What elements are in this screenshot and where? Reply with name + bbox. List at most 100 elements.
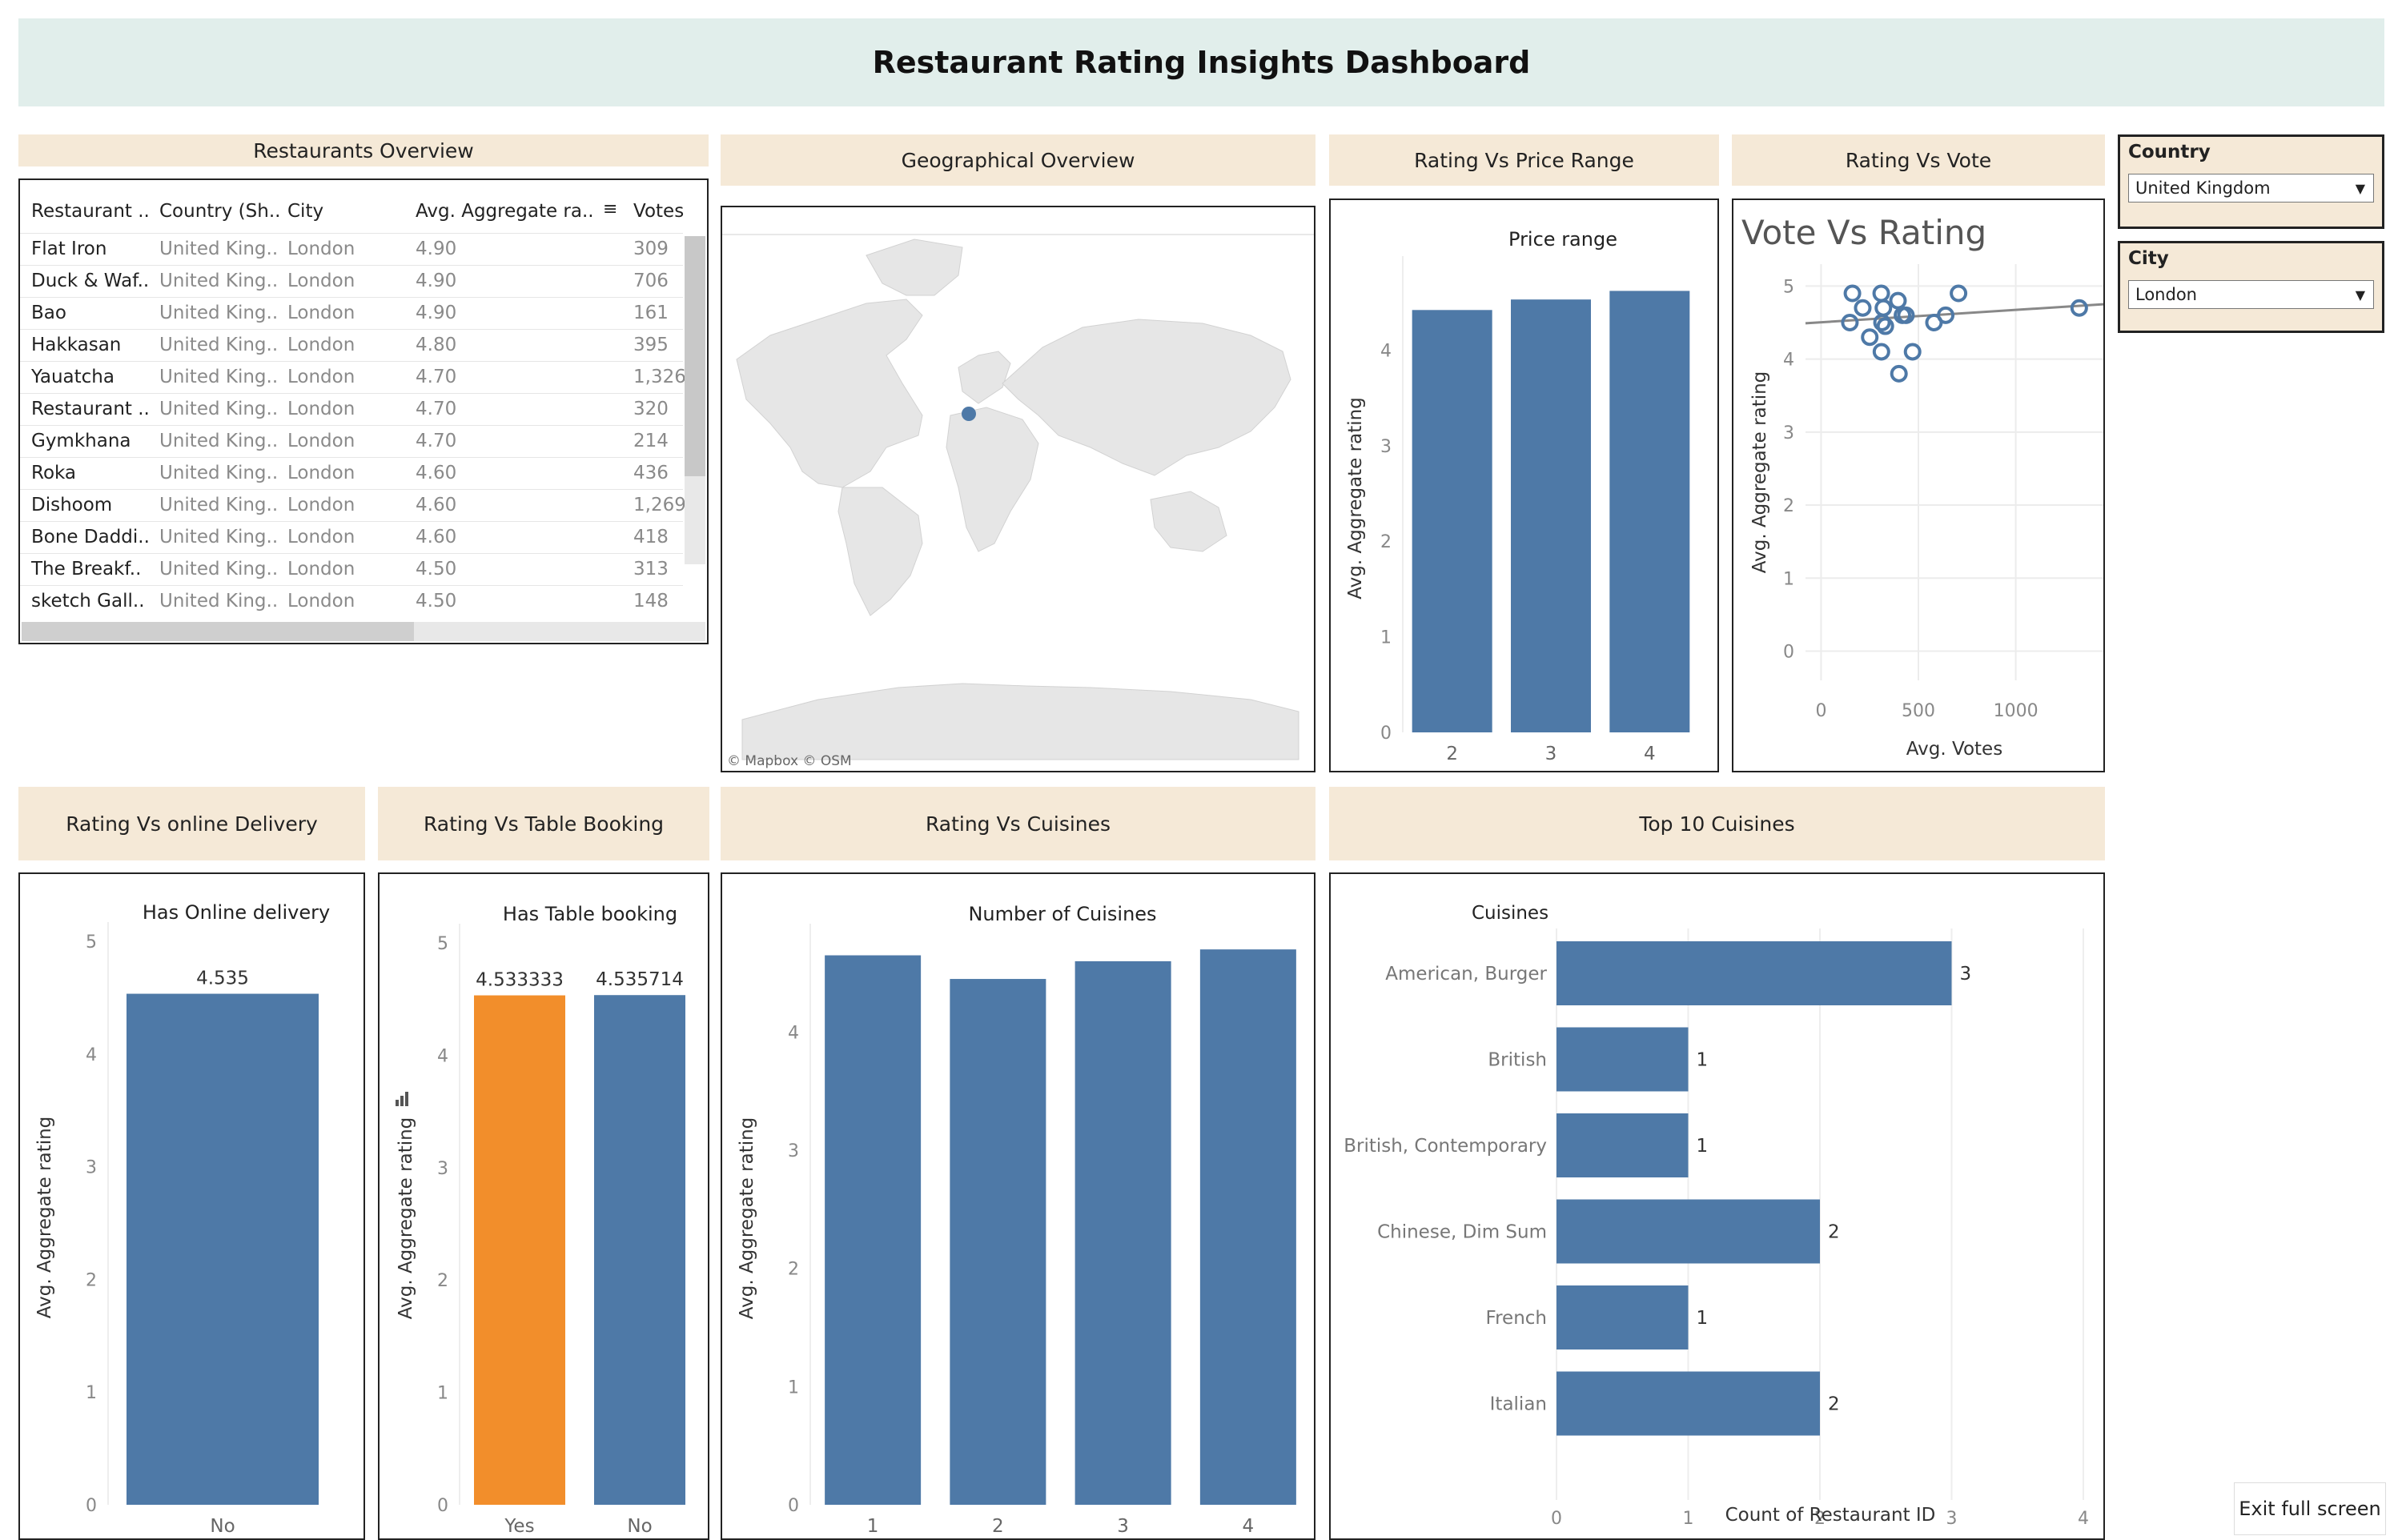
scatter-point	[1889, 291, 1907, 310]
scatter-point	[1876, 317, 1894, 335]
exit-full-screen-button[interactable]: Exit full screen	[2234, 1482, 2386, 1535]
cell-city: London	[287, 271, 355, 291]
x-tick-label: 3	[1545, 744, 1557, 764]
category-label: British, Contemporary	[1344, 1136, 1547, 1157]
online-delivery-chart-svg: Has Online delivery 0 1 2 3 4 5 Avg. Aggregate …	[34, 901, 330, 1537]
scatter-point	[1874, 299, 1893, 317]
column-header-votes[interactable]: Votes	[633, 201, 685, 222]
scatter-point	[1854, 299, 1872, 317]
cell-rating: 4.90	[416, 271, 457, 291]
country-select[interactable]: United Kingdom ▼	[2128, 174, 2374, 203]
x-tick-label: 2	[1814, 1509, 1826, 1529]
bar-3	[1511, 299, 1591, 732]
cell-restaurant: Flat Iron	[31, 239, 107, 259]
scatter-point	[1872, 284, 1890, 303]
category-label: French	[1486, 1308, 1547, 1329]
x-tick-label: 0	[1815, 701, 1826, 721]
cell-restaurant: Gymkhana	[31, 431, 131, 451]
bar-cuisine	[1556, 1371, 1820, 1436]
table-row[interactable]: Dishoom United King.. London 4.60 1,269	[20, 489, 686, 522]
cell-country: United King..	[159, 495, 279, 515]
x-tick-label: 2	[992, 1516, 1004, 1537]
cell-restaurant: Roka	[31, 463, 77, 483]
map-canvas[interactable]: © Mapbox © OSM	[722, 207, 1314, 771]
bar-cuisine	[1556, 1027, 1689, 1092]
chart-title: Vote Vs Rating	[1741, 213, 1986, 252]
y-tick-label: 4	[437, 1046, 448, 1066]
column-header-restaurant[interactable]: Restaurant ..	[31, 201, 150, 222]
vote-rating-chart: Vote Vs Rating 0 1 2 3 4 5 0 500 1000 Avg. Votes Av…	[1732, 199, 2105, 772]
cell-country: United King..	[159, 527, 279, 547]
x-tick-label: 3	[1117, 1516, 1129, 1537]
y-tick-label: 3	[788, 1141, 799, 1161]
vertical-scrollbar-thumb[interactable]	[685, 236, 705, 476]
map-landmasses	[736, 239, 1299, 760]
chevron-down-icon: ▼	[2355, 287, 2365, 303]
x-tick-label: 1	[1683, 1509, 1694, 1529]
data-label: 4.533333	[476, 970, 564, 991]
table-row[interactable]: Flat Iron United King.. London 4.90 309	[20, 233, 683, 266]
table-row[interactable]: Bao United King.. London 4.90 161	[20, 297, 683, 330]
cell-restaurant: Bao	[31, 303, 66, 323]
top-cuisines-chart-svg: Cuisines 0 1 2 3 4 American, Burger 3 British 1 Br…	[1344, 903, 2089, 1529]
table-row[interactable]: Yauatcha United King.. London 4.70 1,326	[20, 361, 686, 394]
y-tick-label: 1	[1783, 569, 1794, 589]
table-row[interactable]: Duck & Waf.. United King.. London 4.90 706	[20, 265, 683, 298]
geo-map[interactable]: © Mapbox © OSM	[721, 206, 1315, 772]
data-label: 2	[1828, 1222, 1840, 1243]
bar-1	[825, 955, 922, 1505]
map-attribution[interactable]: © Mapbox © OSM	[727, 753, 852, 769]
table-row[interactable]: The Breakf.. United King.. London 4.50 313	[20, 553, 683, 586]
y-tick-label: 4	[788, 1023, 799, 1043]
cell-city: London	[287, 367, 355, 387]
cell-votes: 395	[633, 335, 669, 355]
x-tick-label: 0	[1551, 1509, 1562, 1529]
sort-icon[interactable]: ≡	[603, 199, 618, 219]
x-tick-label: 4	[1243, 1516, 1255, 1537]
x-tick-label: Yes	[504, 1516, 534, 1537]
cell-rating: 4.90	[416, 239, 457, 259]
table-row[interactable]: Restaurant .. United King.. London 4.70 320	[20, 393, 683, 426]
column-header-country[interactable]: Country (Sh..	[159, 201, 279, 222]
column-header-city[interactable]: City	[287, 201, 324, 222]
table-row[interactable]: Gymkhana United King.. London 4.70 214	[20, 425, 683, 458]
bar-chart-icon	[396, 1092, 408, 1106]
y-tick-label: 5	[437, 934, 448, 954]
country-filter-label: Country	[2128, 142, 2211, 162]
x-tick-label: 500	[1902, 701, 1935, 721]
table-row[interactable]: sketch Gall.. United King.. London 4.50 148	[20, 585, 683, 618]
scatter-point	[1890, 364, 1908, 383]
price-range-chart: Price range 0 1 2 3 4 Avg. Aggregate rating 2 3 4	[1329, 199, 1719, 772]
cell-city: London	[287, 431, 355, 451]
map-marker-london[interactable]	[962, 407, 976, 421]
bar-cuisine	[1556, 1199, 1820, 1264]
city-select[interactable]: London ▼	[2128, 280, 2374, 309]
cell-restaurant: Bone Daddi..	[31, 527, 150, 547]
y-tick-label: 0	[86, 1496, 97, 1516]
table-row[interactable]: Bone Daddi.. United King.. London 4.60 418	[20, 521, 683, 554]
x-axis-label: Count of Restaurant ID	[1725, 1505, 1936, 1526]
category-label: Chinese, Dim Sum	[1377, 1222, 1547, 1243]
cell-restaurant: Yauatcha	[31, 367, 114, 387]
cell-votes: 313	[633, 559, 669, 580]
y-tick-label: 5	[86, 932, 97, 952]
section-header-price: Rating Vs Price Range	[1329, 134, 1719, 186]
bar-2	[950, 979, 1046, 1505]
column-header-rating[interactable]: Avg. Aggregate ra..	[416, 201, 594, 222]
cell-country: United King..	[159, 239, 279, 259]
data-label: 1	[1697, 1308, 1709, 1329]
x-tick-label: 4	[2078, 1509, 2089, 1529]
cell-country: United King..	[159, 559, 279, 580]
section-header-delivery: Rating Vs online Delivery	[18, 787, 365, 860]
category-label: Italian	[1490, 1394, 1547, 1415]
horizontal-scrollbar-thumb[interactable]	[22, 622, 414, 641]
dashboard-title: Restaurant Rating Insights Dashboard	[18, 18, 2384, 106]
y-tick-label: 2	[788, 1260, 799, 1280]
cell-country: United King..	[159, 271, 279, 291]
cell-votes: 436	[633, 463, 669, 483]
table-row[interactable]: Roka United King.. London 4.60 436	[20, 457, 683, 490]
table-row[interactable]: Hakkasan United King.. London 4.80 395	[20, 329, 683, 362]
cell-rating: 4.80	[416, 335, 457, 355]
y-tick-label: 2	[86, 1270, 97, 1290]
scatter-point	[1950, 284, 1968, 303]
